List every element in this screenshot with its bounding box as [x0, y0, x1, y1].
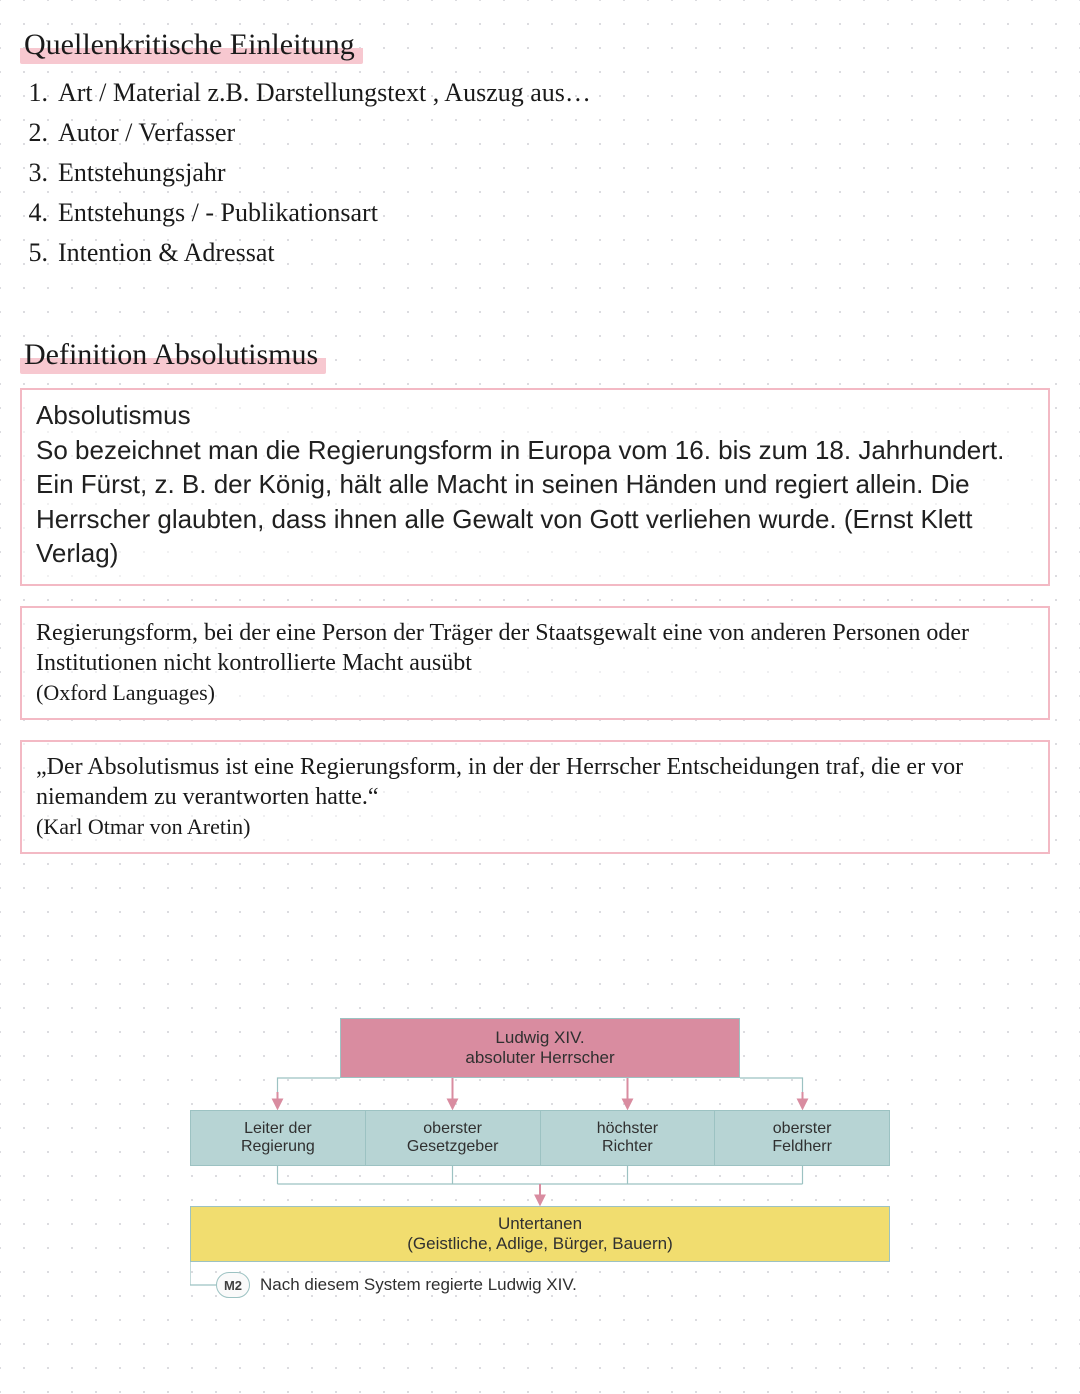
quote-source: (Oxford Languages) — [36, 680, 1034, 706]
quote-box: „Der Absolutismus ist eine Regierungsfor… — [20, 740, 1050, 854]
hierarchy-diagram: Ludwig XIV. absoluter Herrscher Leiter d… — [190, 1018, 890, 1318]
quote-source: (Karl Otmar von Aretin) — [36, 814, 1034, 840]
list-number: 4. — [20, 198, 48, 228]
diagram-caption-row: M2 Nach diesem System regierte Ludwig XI… — [216, 1272, 577, 1298]
list-item: 1. Art / Material z.B. Darstellungstext … — [20, 78, 1040, 108]
list-text: Autor / Verfasser — [58, 118, 235, 148]
diagram-mid-line1: oberster — [773, 1120, 832, 1138]
diagram-mid-node: oberster Gesetzgeber — [365, 1110, 541, 1166]
diagram-mid-line2: Richter — [602, 1138, 653, 1156]
diagram-mid-line1: oberster — [423, 1120, 482, 1138]
diagram-mid-node: Leiter der Regierung — [190, 1110, 366, 1166]
diagram-middle-row: Leiter der Regierung oberster Gesetzgebe… — [190, 1110, 890, 1166]
list-text: Entstehungs / - Publikationsart — [58, 198, 378, 228]
list-number: 5. — [20, 238, 48, 268]
list-item: 5. Intention & Adressat — [20, 238, 1040, 268]
diagram-mid-line1: Leiter der — [244, 1120, 312, 1138]
diagram-mid-node: oberster Feldherr — [714, 1110, 890, 1166]
diagram-mid-node: höchster Richter — [540, 1110, 716, 1166]
list-item: 4. Entstehungs / - Publikationsart — [20, 198, 1040, 228]
list-text: Entstehungsjahr — [58, 158, 226, 188]
list-number: 1. — [20, 78, 48, 108]
section-quellenkritik: Quellenkritische Einleitung 1. Art / Mat… — [20, 28, 1040, 278]
criteria-list: 1. Art / Material z.B. Darstellungstext … — [20, 78, 1040, 268]
list-item: 3. Entstehungsjahr — [20, 158, 1040, 188]
diagram-bottom-line1: Untertanen — [498, 1214, 582, 1234]
diagram-top-line2: absoluter Herrscher — [465, 1048, 614, 1068]
diagram-caption: Nach diesem System regierte Ludwig XIV. — [260, 1275, 577, 1295]
diagram-mid-line2: Regierung — [241, 1138, 315, 1156]
diagram-top-node: Ludwig XIV. absoluter Herrscher — [340, 1018, 740, 1078]
diagram-badge: M2 — [216, 1272, 250, 1298]
definition-body: So bezeichnet man die Regierungsform in … — [36, 433, 1034, 570]
diagram-bottom-line2: (Geistliche, Adlige, Bürger, Bauern) — [407, 1234, 673, 1254]
list-text: Art / Material z.B. Darstellungstext , A… — [58, 78, 591, 108]
list-text: Intention & Adressat — [58, 238, 275, 268]
section-title: Definition Absolutismus — [20, 338, 326, 374]
quote-text: Regierungsform, bei der eine Person der … — [36, 618, 1034, 678]
diagram-mid-line1: höchster — [597, 1120, 658, 1138]
list-number: 3. — [20, 158, 48, 188]
definition-box: Absolutismus So bezeichnet man die Regie… — [20, 388, 1050, 586]
diagram-top-line1: Ludwig XIV. — [495, 1028, 584, 1048]
diagram-mid-line2: Gesetzgeber — [407, 1138, 499, 1156]
quote-text: „Der Absolutismus ist eine Regierungsfor… — [36, 752, 1034, 812]
section-definition: Definition Absolutismus Absolutismus So … — [20, 338, 1040, 854]
section-title: Quellenkritische Einleitung — [20, 28, 363, 64]
diagram-mid-line2: Feldherr — [772, 1138, 832, 1156]
list-item: 2. Autor / Verfasser — [20, 118, 1040, 148]
list-number: 2. — [20, 118, 48, 148]
definition-heading: Absolutismus — [36, 400, 1034, 431]
quote-box: Regierungsform, bei der eine Person der … — [20, 606, 1050, 720]
diagram-bottom-node: Untertanen (Geistliche, Adlige, Bürger, … — [190, 1206, 890, 1262]
